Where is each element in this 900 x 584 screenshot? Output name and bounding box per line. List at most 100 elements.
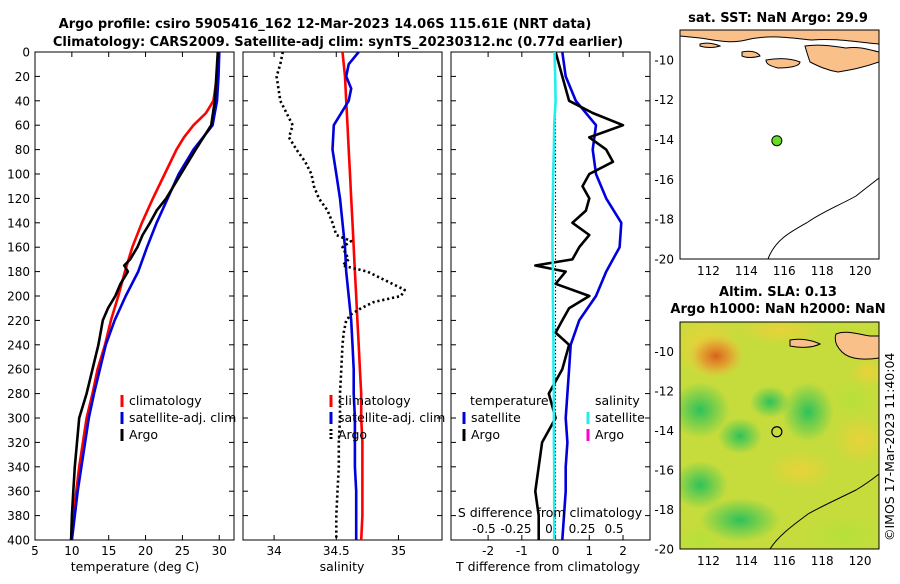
map-x-tick-label: 118: [811, 554, 834, 568]
land-polygon: [789, 338, 822, 348]
difference-legend-salinity: salinity satellite Argo: [586, 393, 645, 442]
y-tick-label: 300: [7, 412, 30, 426]
difference-xlabel: T difference from climatology: [455, 559, 641, 574]
land-polygon: [680, 30, 879, 45]
salinity-xlabel: salinity: [320, 559, 365, 574]
series-line-t-satellite: [561, 51, 623, 541]
map-y-tick-label: -16: [654, 173, 674, 187]
map-x-tick-label: 120: [849, 554, 872, 568]
x-tick-label: 0: [552, 544, 560, 558]
sst-map-title: sat. SST: NaN Argo: 29.9: [688, 11, 868, 26]
sla-field-patch: [735, 322, 825, 344]
map-y-tick-label: -12: [654, 385, 674, 399]
series-line-argo: [69, 51, 220, 541]
s-tick-label: 0.25: [569, 522, 596, 536]
y-tick-label: 40: [15, 94, 30, 108]
x-tick-label: 1: [585, 544, 593, 558]
sla-field-patch: [832, 414, 879, 466]
map-y-tick-label: -18: [654, 503, 674, 517]
sla-map-title-2: Argo h1000: NaN h2000: NaN: [670, 302, 885, 317]
series-line-t-argo: [533, 51, 625, 540]
sla-field-patch: [805, 515, 879, 549]
x-tick-label: 20: [138, 544, 153, 558]
sla-field-patch: [688, 334, 744, 378]
coastline: [767, 177, 879, 259]
sla-field-patch: [750, 386, 790, 418]
y-tick-label: 340: [7, 460, 30, 474]
sla-field-patch: [848, 356, 879, 388]
x-tick-label: 15: [101, 544, 116, 558]
map-y-tick-label: -20: [654, 543, 674, 557]
s-tick-label: 0: [545, 522, 553, 536]
map-x-tick-label: 112: [697, 554, 720, 568]
map-x-tick-label: 114: [735, 554, 758, 568]
map-y-tick-label: -20: [654, 253, 674, 267]
salinity-legend: climatology satellite-adj. clim Argo: [329, 393, 445, 442]
x-tick-label: 25: [175, 544, 190, 558]
difference-legend-temperature: temperature satellite Argo: [462, 393, 549, 442]
map-x-tick-label: 112: [697, 264, 720, 278]
x-tick-label: 35: [391, 544, 406, 558]
legend-label-argo: Argo: [338, 427, 367, 442]
y-tick-label: 80: [15, 143, 30, 157]
y-tick-label: 100: [7, 168, 30, 182]
map-y-tick-label: -14: [654, 424, 674, 438]
s-tick-label: -0.25: [500, 522, 531, 536]
legend-label-s-argo: Argo: [595, 427, 624, 442]
sla-map-frame: [679, 321, 880, 550]
legend-label-satellite: satellite-adj. clim: [338, 410, 445, 425]
sla-field-patch: [830, 382, 874, 418]
series-line-climatology: [69, 51, 220, 541]
y-tick-label: 320: [7, 436, 30, 450]
s-tick-label: -0.5: [472, 522, 495, 536]
title-line-1: Argo profile: csiro 5905416_162 12-Mar-2…: [59, 17, 592, 32]
temperature-panel-frame: [34, 51, 235, 541]
y-tick-label: 20: [15, 70, 30, 84]
temperature-legend: climatology satellite-adj. clim Argo: [120, 393, 236, 442]
y-tick-label: 260: [7, 363, 30, 377]
sst-map-frame: [679, 29, 880, 260]
x-tick-label: 34.5: [323, 544, 350, 558]
sla-field-patch: [700, 498, 780, 542]
x-tick-label: 2: [619, 544, 627, 558]
series-line-satellite-adj-clim: [70, 51, 221, 541]
sst-map-body: [680, 30, 879, 259]
difference-top-axis-label: S difference from climatology: [458, 505, 643, 520]
legend-label-t-satellite: satellite: [471, 410, 521, 425]
map-y-tick-label: -14: [654, 133, 674, 147]
sla-field-patch: [680, 382, 730, 438]
x-tick-label: -2: [482, 544, 494, 558]
land-polygon: [765, 58, 801, 69]
map-y-tick-label: -10: [654, 345, 674, 359]
y-tick-label: 0: [22, 46, 30, 60]
legend-label-climatology: climatology: [338, 393, 411, 408]
map-y-tick-label: -16: [654, 464, 674, 478]
land-polygon: [834, 331, 879, 360]
land-polygon: [741, 50, 761, 58]
x-tick-label: -1: [516, 544, 528, 558]
coastline: [769, 473, 879, 549]
map-x-tick-label: 116: [773, 264, 796, 278]
salinity-panel-frame: [242, 51, 443, 541]
y-tick-label: 240: [7, 338, 30, 352]
argo-float-location-marker: [771, 426, 783, 438]
temperature-xlabel: temperature (deg C): [71, 559, 200, 574]
map-y-tick-label: -10: [654, 53, 674, 67]
legend-label-satellite: satellite-adj. clim: [129, 410, 236, 425]
legend-heading-salinity: salinity: [595, 393, 640, 408]
map-y-tick-label: -12: [654, 93, 674, 107]
series-layer: [69, 51, 625, 541]
sla-field-patch: [680, 526, 725, 549]
y-tick-label: 160: [7, 241, 30, 255]
y-tick-label: 120: [7, 192, 30, 206]
legend-label-t-argo: Argo: [471, 427, 500, 442]
sla-field-patch: [680, 461, 728, 509]
y-tick-label: 180: [7, 265, 30, 279]
series-line-satellite-adj-clim: [331, 51, 360, 540]
legend-heading-temperature: temperature: [470, 393, 549, 408]
y-tick-label: 380: [7, 509, 30, 523]
y-tick-label: 140: [7, 216, 30, 230]
map-x-tick-label: 116: [773, 554, 796, 568]
land-polygon: [699, 42, 722, 48]
sla-field-patch: [765, 450, 835, 490]
